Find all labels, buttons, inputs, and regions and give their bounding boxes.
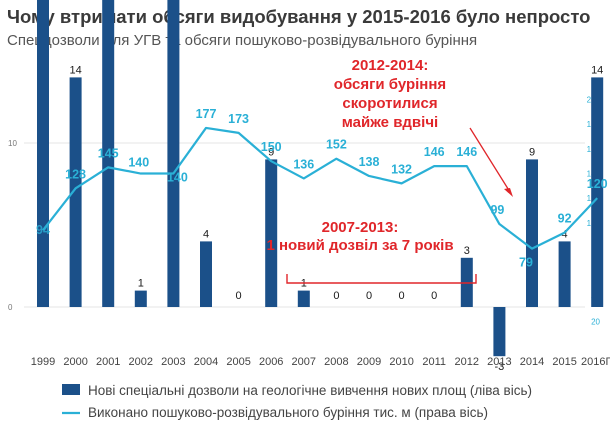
- line-label-2012: 146: [456, 145, 477, 159]
- bar-label-2010: 0: [399, 290, 405, 302]
- bar-2004: [200, 241, 212, 307]
- annotation-2012-2014-line: скоротилися: [342, 95, 437, 112]
- bar-2014: [526, 159, 538, 307]
- category-label-2006: 2006: [259, 356, 283, 368]
- bar-1999: [37, 0, 49, 308]
- legend-line-label: Виконано пошуково-розвідувального бурінн…: [88, 405, 488, 420]
- category-label-2005: 2005: [226, 356, 250, 368]
- line-label-2011: 146: [424, 145, 445, 159]
- chart-title: Чому втримати обсяги видобування у 2015-…: [7, 6, 591, 27]
- category-label-2012: 2012: [455, 356, 479, 368]
- line-label-2015: 92: [558, 212, 572, 226]
- bar-label-2011: 0: [431, 290, 437, 302]
- annotation-2007-2013-line: 1 новий дозвіл за 7 років: [266, 237, 453, 254]
- bar-label-2016П: 14: [591, 64, 603, 76]
- annotation-2012-2014-line: 2012-2014:: [352, 57, 429, 74]
- bar-label-2009: 0: [366, 290, 372, 302]
- category-label-2016П: 2016П: [581, 356, 610, 368]
- category-label-2013: 2013: [487, 356, 511, 368]
- line-label-2007: 136: [293, 157, 314, 171]
- category-label-2014: 2014: [520, 356, 544, 368]
- category-label-2010: 2010: [389, 356, 413, 368]
- annotation-2007-2013-line: 2007-2013:: [322, 219, 399, 236]
- category-label-2004: 2004: [194, 356, 218, 368]
- right-tick-label: 20: [591, 317, 600, 326]
- bar-2013: [493, 307, 506, 357]
- bar-label-2014: 9: [529, 146, 535, 158]
- line-label-2008: 152: [326, 138, 347, 152]
- category-label-2002: 2002: [129, 356, 153, 368]
- bar-2007: [297, 290, 310, 307]
- line-label-2001: 145: [98, 146, 119, 160]
- bar-label-2006: 9: [268, 146, 274, 158]
- category-label-2001: 2001: [96, 356, 120, 368]
- annotation-arrowhead: [504, 188, 513, 197]
- annotation-2012-2014-line: обсяги буріння: [334, 76, 446, 93]
- category-label-2003: 2003: [161, 356, 185, 368]
- bar-label-2008: 0: [333, 290, 339, 302]
- bar-label-2015: 4: [562, 228, 568, 240]
- line-label-2002: 140: [128, 156, 149, 170]
- bar-label-2013: -3: [495, 361, 505, 373]
- bar-2016П: [591, 77, 604, 308]
- bar-2006: [265, 159, 278, 307]
- line-label-2014: 79: [519, 256, 533, 270]
- line-label-2006: 150: [261, 140, 282, 154]
- bar-label-2002: 1: [138, 278, 144, 290]
- line-label-2003: 140: [167, 171, 188, 185]
- bar-2001: [102, 0, 115, 307]
- category-label-2000: 2000: [63, 356, 87, 368]
- line-label-2010: 132: [391, 162, 412, 176]
- line-label-2009: 138: [359, 155, 380, 169]
- legend-bar-label: Нові спеціальні дозволи на геологічне ви…: [88, 383, 532, 398]
- bar-2000: [69, 77, 82, 308]
- category-label-2008: 2008: [324, 356, 348, 368]
- legend-bar-swatch: [62, 384, 80, 395]
- annotation-2012-2014-line: майже вдвічі: [342, 114, 438, 131]
- bar-2002: [134, 290, 147, 307]
- line-label-1999: 94: [36, 223, 50, 237]
- bar-2015: [558, 241, 571, 307]
- line-label-2005: 173: [228, 112, 249, 126]
- drilling-line: [42, 126, 598, 250]
- line-label-2016П: 120: [587, 177, 608, 191]
- bar-label-2005: 0: [236, 290, 242, 302]
- category-label-2015: 2015: [552, 356, 576, 368]
- annotation-arrow: [469, 127, 511, 193]
- left-tick-label: 0: [8, 303, 13, 312]
- category-label-1999: 1999: [31, 356, 55, 368]
- bar-label-2004: 4: [203, 228, 209, 240]
- category-label-2011: 2011: [422, 356, 446, 368]
- bar-label-2000: 14: [69, 64, 81, 76]
- bar-label-2012: 3: [464, 245, 470, 257]
- line-label-2000: 128: [65, 167, 86, 181]
- annotation-bracket: [286, 274, 477, 284]
- category-label-2007: 2007: [292, 356, 316, 368]
- bar-2003: [167, 0, 180, 308]
- chart-subtitle: Спецдозволи для УГВ та обсяги пошуково-р…: [7, 32, 478, 49]
- line-label-2004: 177: [196, 107, 217, 121]
- left-tick-label: 10: [8, 139, 17, 148]
- category-label-2009: 2009: [357, 356, 381, 368]
- line-label-2013: 99: [490, 203, 504, 217]
